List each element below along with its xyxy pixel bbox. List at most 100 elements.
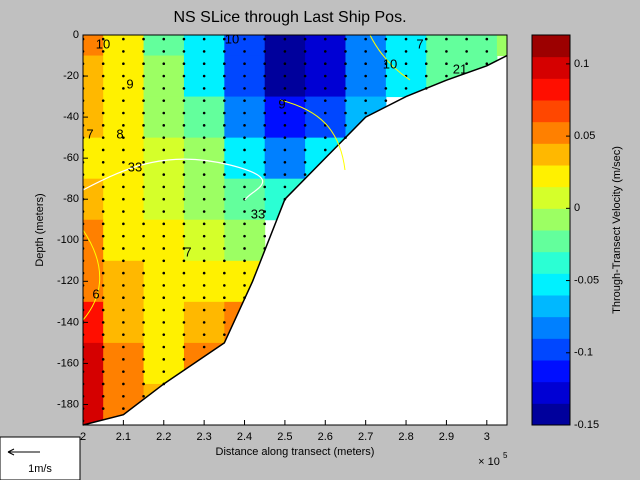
station-dot <box>404 87 408 90</box>
station-dot <box>243 111 246 115</box>
station-dot <box>485 37 489 41</box>
station-dot <box>122 99 125 102</box>
station-dot <box>182 37 186 41</box>
station-dot <box>101 185 105 189</box>
station-dot <box>303 50 307 53</box>
station-dot <box>142 160 145 164</box>
station-dot <box>122 247 125 250</box>
station-dot <box>243 136 246 139</box>
colorbar-band <box>532 316 570 339</box>
field-cell <box>103 96 145 139</box>
station-dot <box>323 50 327 53</box>
station-dot <box>162 50 166 53</box>
colorbar-band <box>532 143 570 166</box>
field-cell <box>264 137 306 180</box>
station-dot <box>243 148 246 152</box>
y-tick-label: -160 <box>57 357 79 369</box>
station-dot <box>101 358 105 361</box>
field-cell <box>143 219 185 262</box>
field-cell <box>143 260 185 303</box>
station-dot <box>101 50 105 53</box>
station-dot <box>243 259 246 263</box>
station-dot <box>263 62 267 66</box>
station-dot <box>182 296 186 300</box>
station-dot <box>162 382 166 386</box>
station-dot <box>223 50 226 53</box>
field-cell <box>385 35 427 57</box>
station-dot <box>122 50 125 53</box>
contour-line <box>82 158 264 201</box>
x-tick-label: 2.5 <box>277 431 292 443</box>
station-dot <box>122 259 125 263</box>
station-dot <box>303 160 307 164</box>
station-dot <box>101 37 105 41</box>
field-cell <box>466 35 498 57</box>
station-dot <box>182 74 186 78</box>
station-dot <box>182 148 186 152</box>
station-dot <box>223 173 226 176</box>
colorbar-band <box>532 56 570 79</box>
station-dot <box>243 124 246 127</box>
station-dot <box>384 50 388 53</box>
station-dot <box>142 62 145 66</box>
station-dot <box>162 247 166 250</box>
station-dot <box>445 37 448 41</box>
station-dot <box>101 308 105 312</box>
station-dot <box>162 148 166 152</box>
station-dot <box>122 148 125 152</box>
field-cell <box>143 96 185 139</box>
station-dot <box>182 160 186 164</box>
station-dot <box>101 333 105 336</box>
station-dot <box>162 345 166 349</box>
station-dot <box>202 74 206 78</box>
station-dot <box>243 247 246 250</box>
station-dot <box>424 50 428 53</box>
colorbar-band <box>532 403 570 426</box>
station-dot <box>101 136 105 139</box>
station-dot <box>101 296 105 300</box>
station-dot <box>223 111 226 115</box>
station-dot <box>122 382 125 386</box>
field-cell <box>183 96 225 139</box>
station-dot <box>122 197 125 201</box>
station-dot <box>283 62 287 66</box>
station-dot <box>263 99 267 102</box>
colorbar-band <box>532 121 570 144</box>
station-dot <box>101 271 105 275</box>
station-dot <box>263 148 267 152</box>
station-dot <box>364 50 367 53</box>
station-dot <box>162 284 166 287</box>
station-dot <box>101 87 105 90</box>
station-dot <box>223 197 226 201</box>
y-axis-label: Depth (meters) <box>34 193 46 266</box>
station-dot <box>101 284 105 287</box>
station-dot <box>202 124 206 127</box>
station-dot <box>122 271 125 275</box>
station-dot <box>303 136 307 139</box>
station-dot <box>223 62 226 66</box>
station-dot <box>202 197 206 201</box>
station-dot <box>202 185 206 189</box>
station-dot <box>162 160 166 164</box>
field-cell <box>183 137 225 180</box>
y-tick-label: -20 <box>63 70 79 82</box>
station-dot <box>122 111 125 115</box>
station-dot <box>263 160 267 164</box>
contour-label: 10 <box>383 56 397 71</box>
field-cell <box>83 178 104 221</box>
station-dot <box>122 173 125 176</box>
station-dot <box>323 136 327 139</box>
station-dot <box>202 333 206 336</box>
field-cell <box>83 301 104 344</box>
station-dot <box>243 173 246 176</box>
x-tick-label: 2.6 <box>318 431 333 443</box>
station-dot <box>142 37 145 41</box>
station-dot <box>243 271 246 275</box>
station-dot <box>263 210 267 213</box>
station-dot <box>344 111 347 115</box>
colorbar-tick-label: 0.1 <box>574 58 589 70</box>
station-dot <box>243 234 246 238</box>
station-dot <box>142 148 145 152</box>
station-dot <box>243 62 246 66</box>
station-dot <box>122 210 125 213</box>
